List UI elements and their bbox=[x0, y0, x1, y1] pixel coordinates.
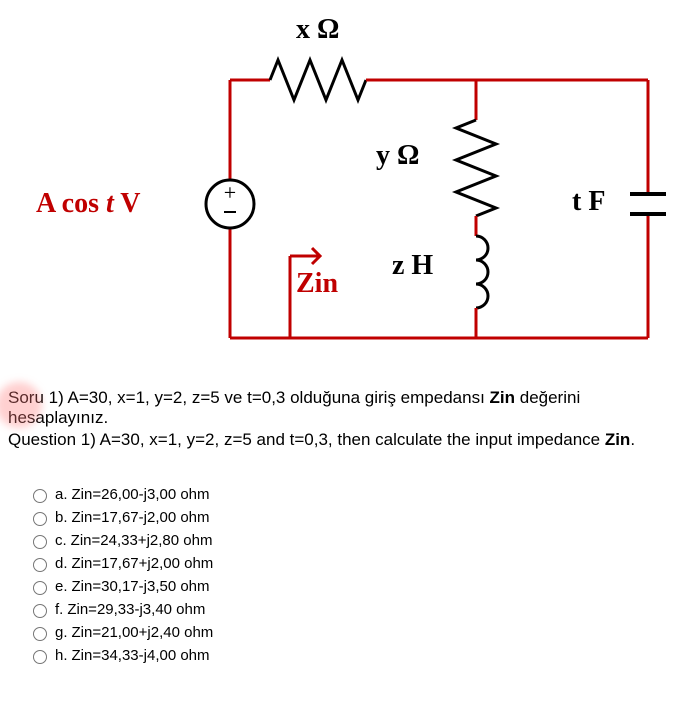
option-text: Zin=34,33-j4,00 ohm bbox=[72, 647, 210, 664]
option-row[interactable]: f.Zin=29,33-j3,40 ohm bbox=[28, 601, 685, 618]
option-letter: d. bbox=[55, 555, 68, 572]
inductor-z-label: z H bbox=[392, 250, 433, 282]
question-line-en: Question 1) A=30, x=1, y=2, z=5 and t=0,… bbox=[8, 430, 685, 450]
option-letter: a. bbox=[55, 486, 68, 503]
option-text: Zin=29,33-j3,40 ohm bbox=[67, 601, 205, 618]
option-radio[interactable] bbox=[33, 604, 47, 618]
option-radio[interactable] bbox=[33, 650, 47, 664]
option-text: Zin=30,17-j3,50 ohm bbox=[72, 578, 210, 595]
option-row[interactable]: c.Zin=24,33+j2,80 ohm bbox=[28, 532, 685, 549]
option-row[interactable]: e.Zin=30,17-j3,50 ohm bbox=[28, 578, 685, 595]
option-text: Zin=26,00-j3,00 ohm bbox=[72, 486, 210, 503]
question-line-tr: Soru 1) A=30, x=1, y=2, z=5 ve t=0,3 old… bbox=[8, 388, 685, 428]
option-radio[interactable] bbox=[33, 489, 47, 503]
source-label: A cos t V bbox=[36, 188, 141, 220]
option-row[interactable]: d.Zin=17,67+j2,00 ohm bbox=[28, 555, 685, 572]
option-letter: f. bbox=[55, 601, 63, 618]
options-list: a.Zin=26,00-j3,00 ohmb.Zin=17,67-j2,00 o… bbox=[8, 486, 685, 664]
option-text: Zin=17,67+j2,00 ohm bbox=[72, 555, 214, 572]
option-row[interactable]: g.Zin=21,00+j2,40 ohm bbox=[28, 624, 685, 641]
option-letter: e. bbox=[55, 578, 68, 595]
option-row[interactable]: h.Zin=34,33-j4,00 ohm bbox=[28, 647, 685, 664]
option-letter: c. bbox=[55, 532, 67, 549]
resistor-y-label: y Ω bbox=[376, 140, 419, 172]
circuit-svg: + bbox=[0, 0, 693, 370]
question-block: Soru 1) A=30, x=1, y=2, z=5 ve t=0,3 old… bbox=[0, 388, 693, 664]
option-letter: h. bbox=[55, 647, 68, 664]
option-text: Zin=24,33+j2,80 ohm bbox=[71, 532, 213, 549]
option-row[interactable]: b.Zin=17,67-j2,00 ohm bbox=[28, 509, 685, 526]
option-letter: b. bbox=[55, 509, 68, 526]
option-radio[interactable] bbox=[33, 512, 47, 526]
option-radio[interactable] bbox=[33, 558, 47, 572]
resistor-x-label: x Ω bbox=[296, 14, 339, 46]
circuit-diagram: + A cos t V x Ω y Ω z H Zin t F bbox=[0, 0, 693, 370]
capacitor-label: t F bbox=[572, 186, 605, 218]
option-text: Zin=17,67-j2,00 ohm bbox=[72, 509, 210, 526]
option-letter: g. bbox=[55, 624, 68, 641]
zin-label: Zin bbox=[296, 268, 338, 300]
option-row[interactable]: a.Zin=26,00-j3,00 ohm bbox=[28, 486, 685, 503]
svg-text:+: + bbox=[224, 180, 236, 205]
option-radio[interactable] bbox=[33, 627, 47, 641]
option-text: Zin=21,00+j2,40 ohm bbox=[72, 624, 214, 641]
page: + A cos t V x Ω y Ω z H Zin t F Soru 1) … bbox=[0, 0, 693, 722]
option-radio[interactable] bbox=[33, 535, 47, 549]
option-radio[interactable] bbox=[33, 581, 47, 595]
